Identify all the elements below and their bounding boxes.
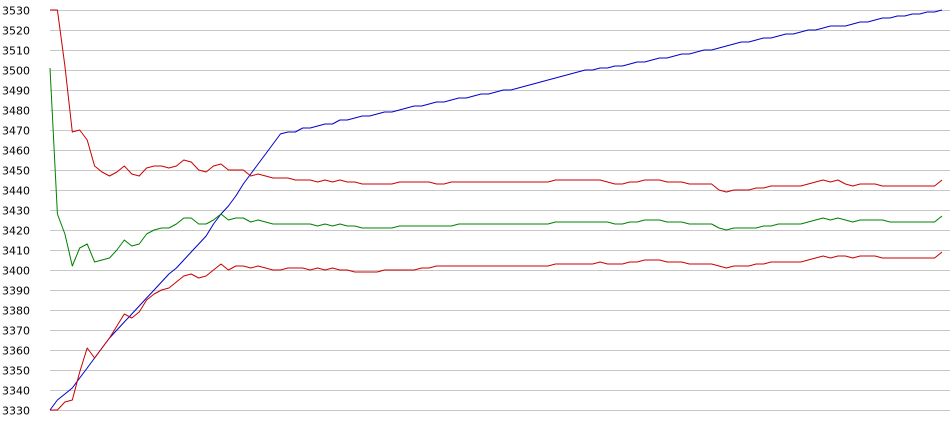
series-line-3 [49,67,943,267]
y-tick-label: 3510 [2,45,30,58]
y-tick-label: 3490 [2,85,30,98]
y-tick-label: 3340 [2,385,30,398]
series-line-2 [50,9,943,193]
y-tick-label: 3470 [2,125,30,138]
y-tick-label: 3430 [2,205,30,218]
y-tick-label: 3370 [2,325,30,338]
y-tick-label: 3360 [2,345,30,358]
y-tick-label: 3380 [2,305,30,318]
y-tick-label: 3350 [2,365,30,378]
series-lines [49,9,943,411]
y-tick-label: 3500 [2,65,30,78]
y-tick-label: 3450 [2,165,30,178]
y-tick-label: 3460 [2,145,30,158]
y-tick-label: 3330 [2,405,30,418]
series-line-4 [50,251,943,411]
gridlines [50,10,950,411]
y-tick-label: 3520 [2,25,30,38]
y-tick-label: 3440 [2,185,30,198]
y-tick-label: 3400 [2,265,30,278]
y-tick-label: 3530 [2,5,30,18]
series-line-1 [49,9,943,411]
y-tick-label: 3480 [2,105,30,118]
y-tick-label: 3420 [2,225,30,238]
y-tick-label: 3410 [2,245,30,258]
y-axis-ticks: 3330 3340 3350 3360 3370 3380 3390 3400 3410 3420… [2,5,30,418]
y-tick-label: 3390 [2,285,30,298]
